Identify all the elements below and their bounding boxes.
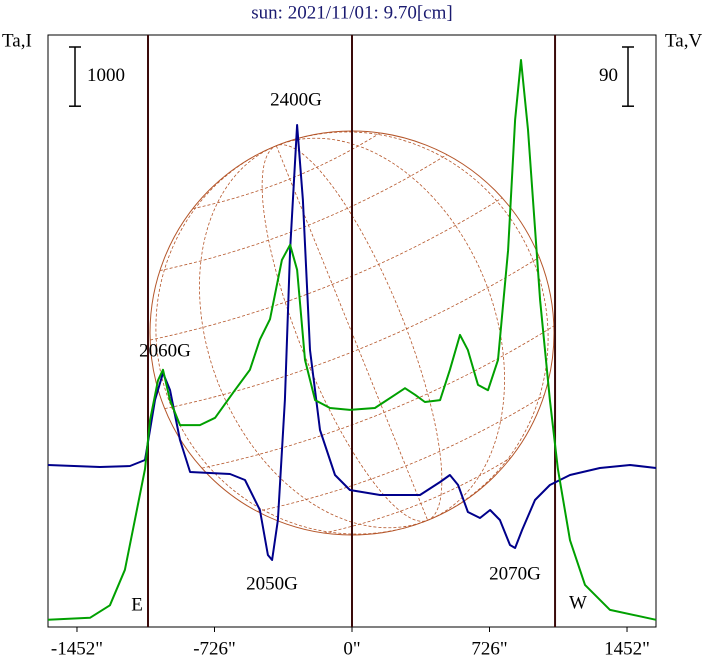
parallel: [164, 256, 540, 410]
annotation: 2050G: [246, 573, 298, 594]
parallel: [192, 132, 381, 210]
x-tick-label: -726": [193, 638, 236, 659]
annotation: 2070G: [489, 563, 541, 584]
parallel: [159, 154, 448, 271]
y-axis-label: Ta,I: [2, 30, 32, 51]
annotation: 2060G: [139, 340, 191, 361]
data-line: [47, 124, 657, 561]
chart-title: sun: 2021/11/01: 9.70[cm]: [251, 2, 452, 23]
parallel: [150, 197, 503, 341]
x-tick-label: 0": [343, 638, 360, 659]
y2-axis-label: Ta,V: [665, 30, 702, 51]
parallel: [201, 325, 555, 469]
data-line: [47, 59, 657, 621]
annotation: E: [131, 594, 143, 615]
annotation: 2400G: [270, 89, 322, 110]
scale-bar-label: 1000: [87, 65, 125, 86]
scale-bar-label: 90: [599, 65, 618, 86]
x-tick-label: 1452": [604, 638, 650, 659]
parallel: [257, 395, 545, 512]
x-tick-label: 726": [471, 638, 507, 659]
x-tick-label: -1452": [51, 638, 103, 659]
annotation: W: [569, 592, 587, 613]
parallel: [323, 457, 512, 534]
